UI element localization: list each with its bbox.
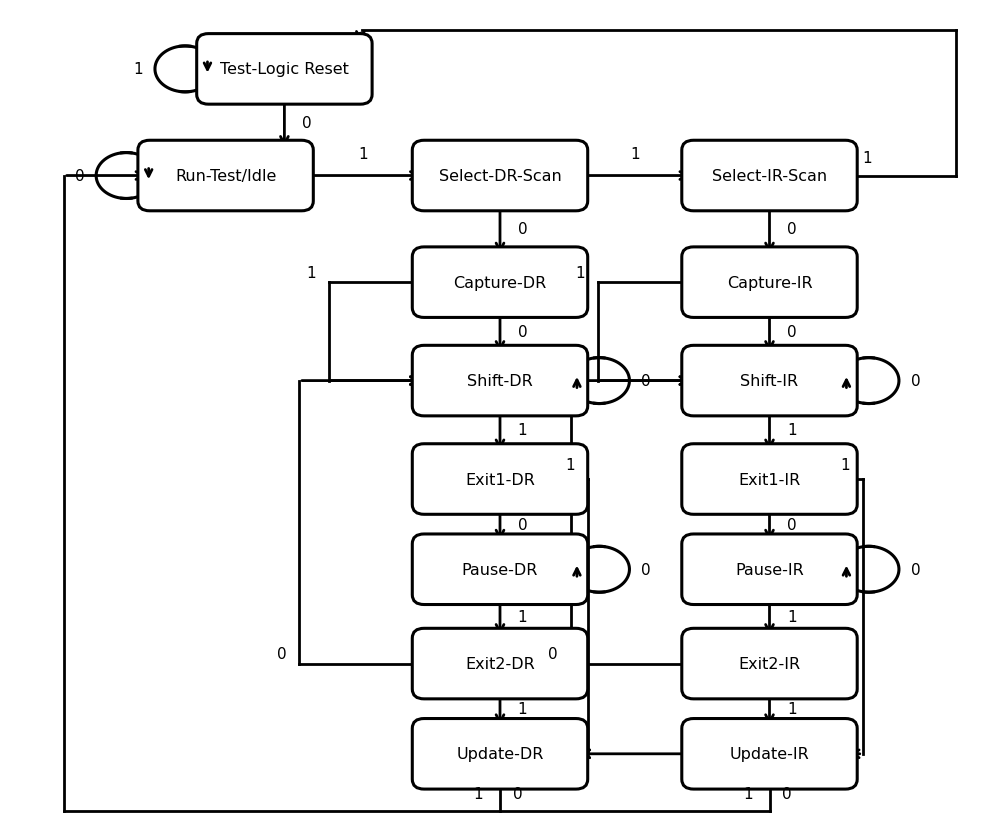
Text: Exit1-IR: Exit1-IR: [738, 472, 801, 487]
Text: 1: 1: [787, 701, 797, 716]
FancyBboxPatch shape: [138, 141, 313, 212]
FancyBboxPatch shape: [412, 719, 588, 789]
Text: 1: 1: [518, 609, 527, 624]
Text: Select-IR-Scan: Select-IR-Scan: [712, 169, 827, 184]
Text: Exit2-IR: Exit2-IR: [738, 656, 801, 671]
Text: 1: 1: [787, 423, 797, 438]
FancyBboxPatch shape: [682, 247, 857, 318]
FancyBboxPatch shape: [412, 629, 588, 699]
Text: 0: 0: [302, 115, 312, 130]
FancyBboxPatch shape: [682, 534, 857, 604]
Text: 0: 0: [518, 324, 527, 339]
Text: 0: 0: [787, 517, 797, 532]
Text: 1: 1: [566, 457, 575, 472]
Text: Test-Logic Reset: Test-Logic Reset: [220, 63, 349, 77]
Text: 1: 1: [306, 266, 316, 281]
Text: 0: 0: [787, 324, 797, 339]
FancyBboxPatch shape: [682, 719, 857, 789]
FancyBboxPatch shape: [682, 141, 857, 212]
FancyBboxPatch shape: [412, 247, 588, 318]
Text: 0: 0: [641, 374, 651, 389]
Text: 0: 0: [782, 787, 792, 802]
Text: 0: 0: [548, 646, 558, 661]
Text: 1: 1: [576, 266, 585, 281]
Text: 0: 0: [518, 222, 527, 237]
FancyBboxPatch shape: [682, 629, 857, 699]
FancyBboxPatch shape: [682, 444, 857, 515]
Text: Update-DR: Update-DR: [456, 747, 544, 762]
FancyBboxPatch shape: [682, 346, 857, 416]
Text: 1: 1: [358, 146, 368, 161]
Text: Capture-IR: Capture-IR: [727, 275, 812, 290]
Text: 0: 0: [911, 374, 920, 389]
Text: 0: 0: [787, 222, 797, 237]
FancyBboxPatch shape: [412, 346, 588, 416]
FancyBboxPatch shape: [412, 141, 588, 212]
Text: Shift-DR: Shift-DR: [467, 374, 533, 389]
Text: Shift-IR: Shift-IR: [740, 374, 799, 389]
Text: 1: 1: [518, 701, 527, 716]
Text: Pause-IR: Pause-IR: [735, 562, 804, 577]
Text: 0: 0: [911, 562, 920, 577]
Text: 1: 1: [787, 609, 797, 624]
Text: Run-Test/Idle: Run-Test/Idle: [175, 169, 276, 184]
Text: 1: 1: [862, 150, 872, 166]
Text: Exit2-DR: Exit2-DR: [465, 656, 535, 671]
FancyBboxPatch shape: [412, 534, 588, 604]
FancyBboxPatch shape: [197, 34, 372, 105]
Text: Exit1-DR: Exit1-DR: [465, 472, 535, 487]
Text: 1: 1: [840, 457, 850, 472]
Text: 0: 0: [75, 169, 84, 184]
FancyBboxPatch shape: [412, 444, 588, 515]
Text: Select-DR-Scan: Select-DR-Scan: [439, 169, 561, 184]
Text: 1: 1: [743, 787, 753, 802]
Text: 1: 1: [474, 787, 483, 802]
Text: 1: 1: [134, 63, 143, 77]
Text: 0: 0: [277, 646, 286, 661]
Text: Pause-DR: Pause-DR: [462, 562, 538, 577]
Text: 0: 0: [518, 517, 527, 532]
Text: 1: 1: [630, 146, 640, 161]
Text: 0: 0: [513, 787, 522, 802]
Text: Capture-DR: Capture-DR: [453, 275, 547, 290]
Text: 0: 0: [641, 562, 651, 577]
Text: Update-IR: Update-IR: [730, 747, 809, 762]
Text: 1: 1: [518, 423, 527, 438]
